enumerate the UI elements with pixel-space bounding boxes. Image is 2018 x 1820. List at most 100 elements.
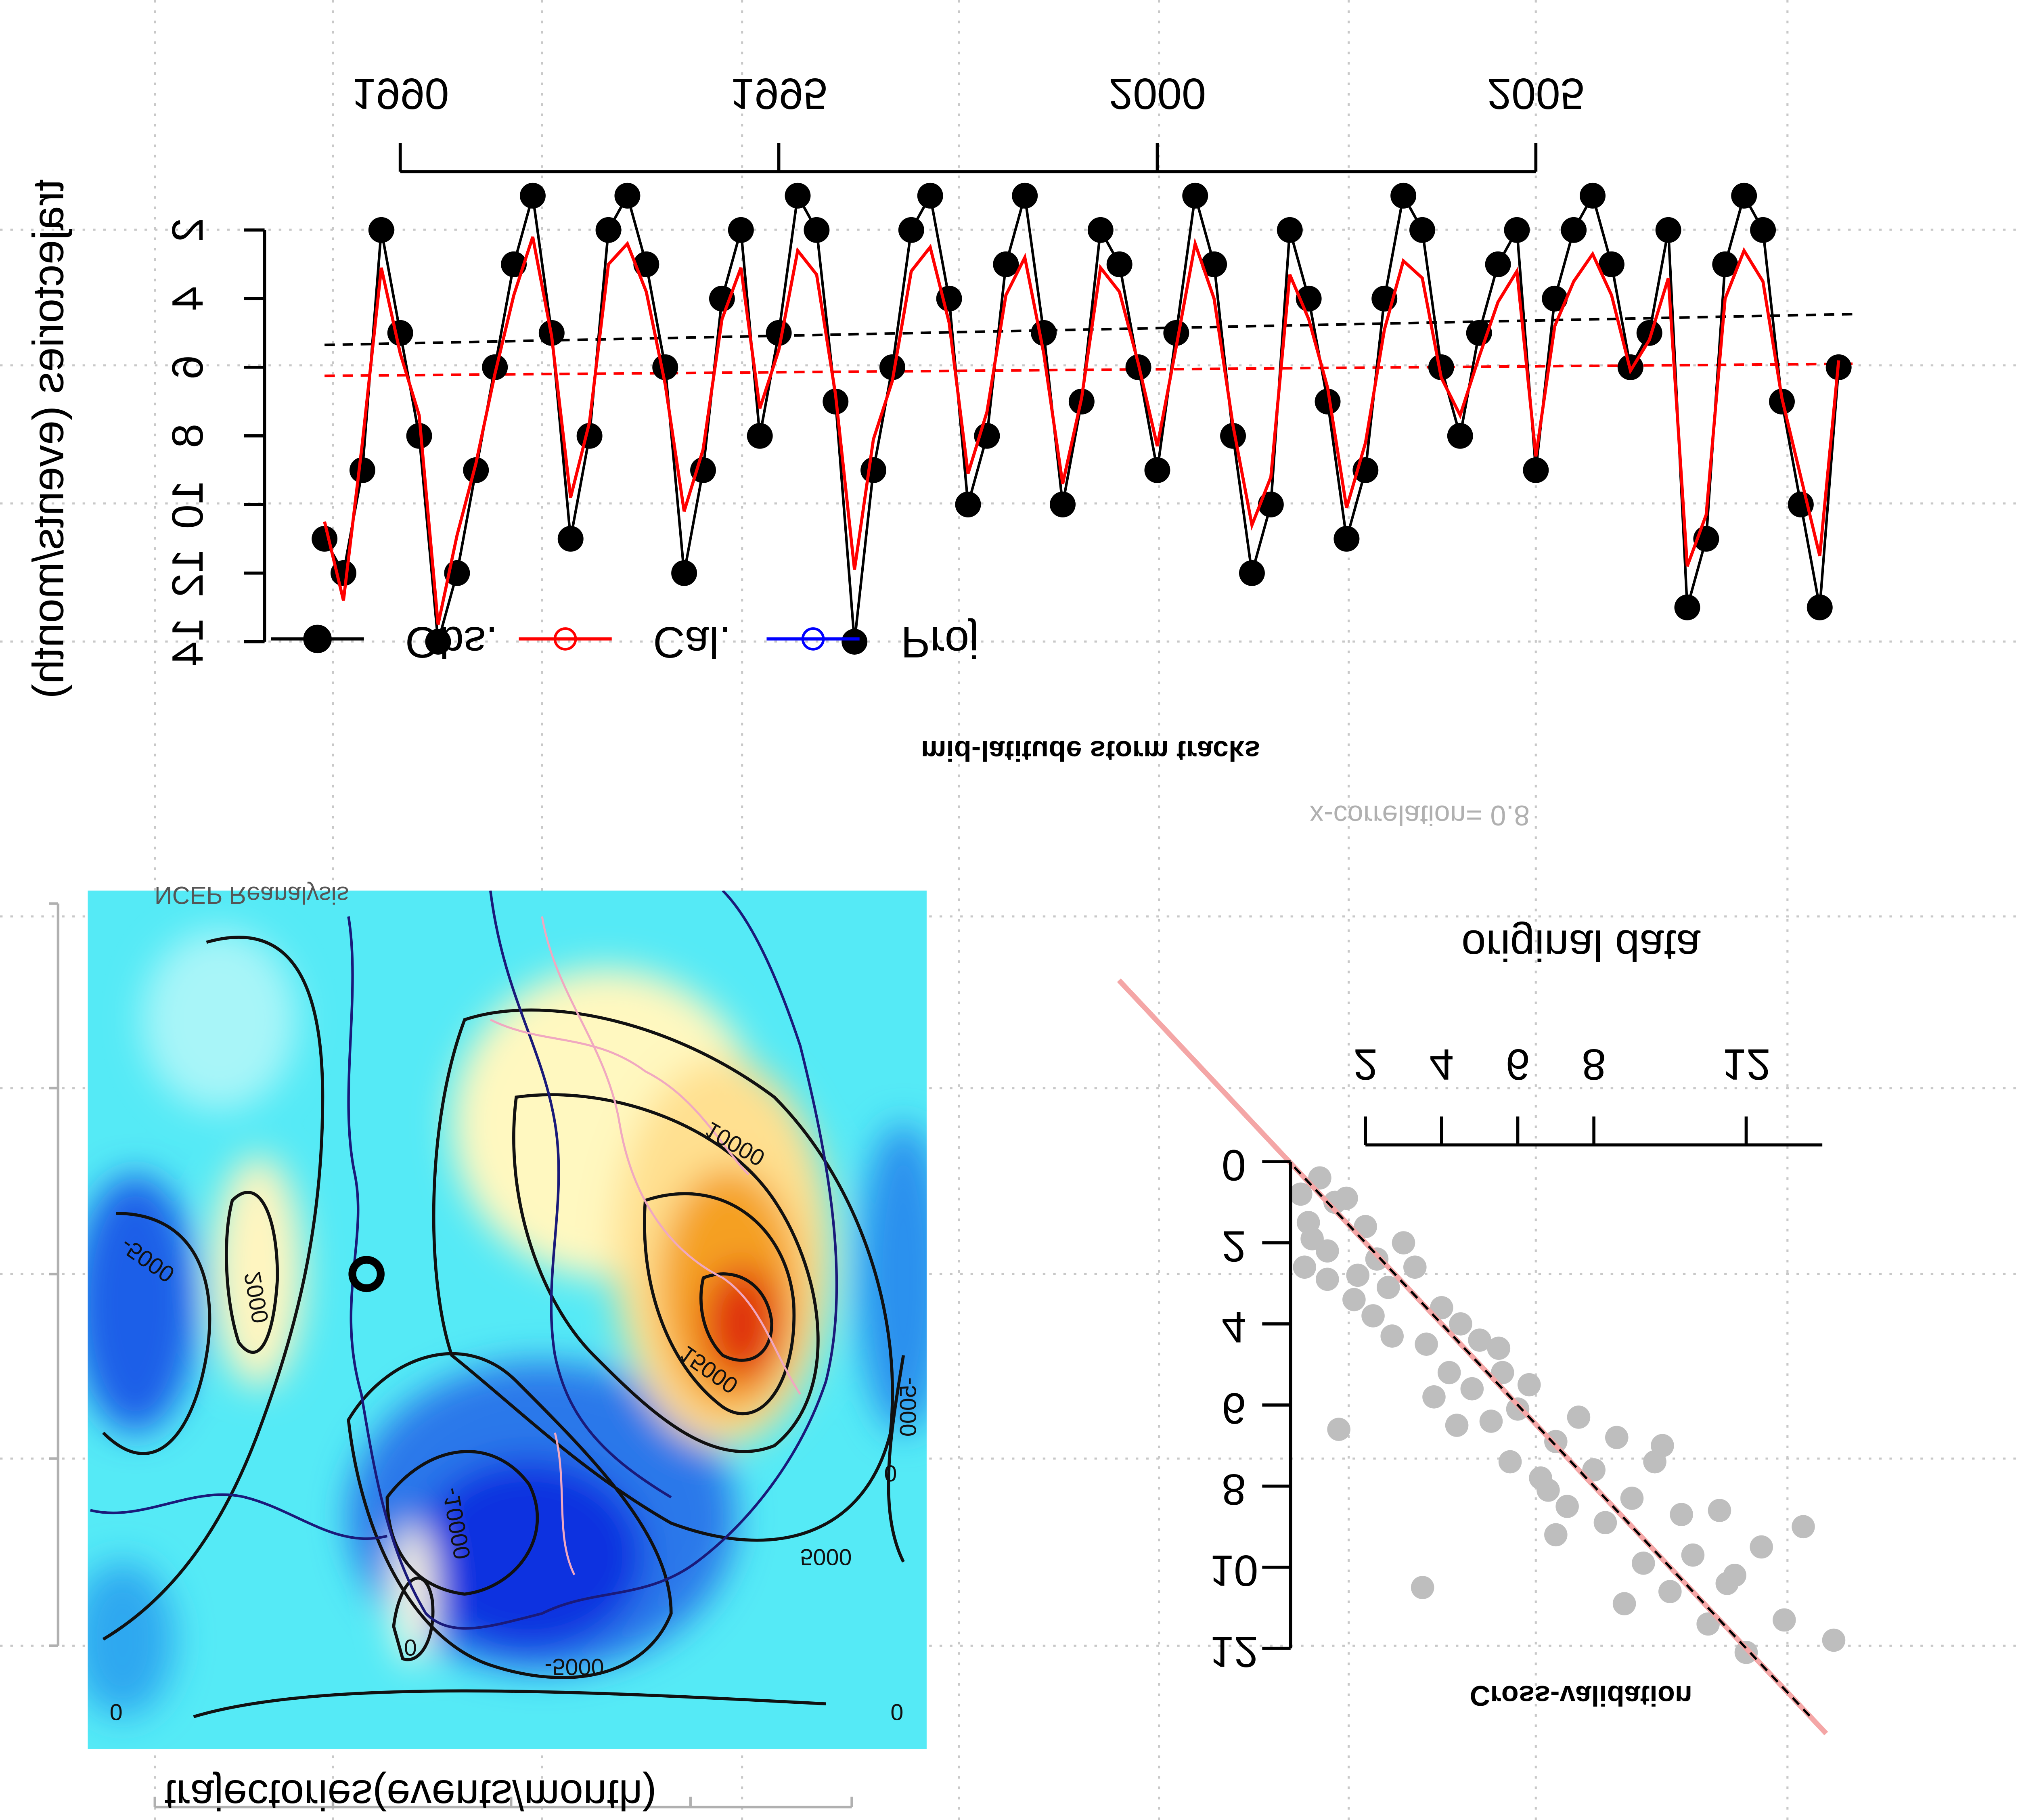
scatter-point [1537, 1479, 1560, 1502]
scatter-point [1327, 1418, 1350, 1441]
map-field [88, 890, 927, 1749]
y-tick-label: 0 [1222, 1140, 1246, 1189]
contour-label: 0 [890, 1699, 903, 1725]
obs-point [1523, 457, 1549, 483]
obs-point [614, 182, 641, 209]
y-tick-label: 2 [1222, 1221, 1246, 1270]
obs-point [1050, 491, 1076, 517]
legend-label: Obs. [405, 618, 498, 666]
obs-point [1031, 320, 1057, 346]
y-tick-label: 14 [163, 617, 212, 666]
contour-label: -5000 [544, 1654, 604, 1680]
obs-point [1447, 423, 1473, 449]
scatter-point [1335, 1186, 1358, 1210]
obs-point [1220, 423, 1246, 449]
scatter-point [1498, 1450, 1522, 1474]
x-tick-label: 4 [1430, 1040, 1454, 1089]
obs-point [1277, 217, 1303, 243]
obs-point [1580, 182, 1606, 209]
scatter-point [1696, 1612, 1720, 1636]
scatter-point [1422, 1385, 1446, 1409]
trend-line [324, 362, 1854, 377]
contour-label: 0 [110, 1699, 123, 1725]
obs-point [463, 457, 489, 483]
scatter-point [1658, 1580, 1682, 1603]
scatter-point [1392, 1231, 1415, 1255]
obs-point [917, 182, 943, 209]
obs-point [1315, 388, 1341, 415]
scatter-point [1342, 1288, 1366, 1311]
scatter-point [1651, 1434, 1674, 1458]
obs-point [368, 217, 394, 243]
contour-label: 0 [404, 1634, 417, 1660]
obs-point [879, 354, 905, 380]
obs-point [1674, 594, 1700, 620]
obs-point [1731, 182, 1757, 209]
obs-point [1390, 182, 1417, 209]
scatter-point [1670, 1503, 1693, 1526]
obs-point [652, 354, 678, 380]
obs-point [993, 251, 1019, 277]
obs-point [766, 320, 792, 346]
scatter-point [1289, 1182, 1313, 1206]
obs-point [690, 457, 716, 483]
obs-point [1504, 217, 1530, 243]
scatter-point [1544, 1523, 1568, 1547]
y-tick-label: 12 [1210, 1627, 1258, 1676]
legend-label: Proj [901, 618, 979, 666]
scatter-point [1308, 1166, 1331, 1190]
obs-point [312, 526, 338, 552]
scatter-point [1750, 1535, 1773, 1559]
obs-point [482, 354, 508, 380]
series-title: mid-latitude storm tracks [921, 735, 1260, 767]
scatter-point [1293, 1255, 1317, 1279]
y-tick-label: 4 [1222, 1303, 1246, 1351]
y-tick-label: 4 [163, 287, 212, 311]
scatter-point [1460, 1377, 1484, 1401]
scatter-point [1487, 1336, 1511, 1360]
scatter-point [1822, 1628, 1846, 1652]
obs-point [406, 423, 432, 449]
x-tick-label: 2005 [1487, 69, 1585, 118]
obs-point [671, 560, 697, 586]
obs-point [1201, 251, 1227, 277]
scatter-point [1361, 1304, 1385, 1328]
station-marker [348, 1256, 385, 1292]
y-axis-label: trajectories (events/month) [24, 179, 73, 699]
legend-marker [303, 624, 332, 653]
obs-point [519, 182, 546, 209]
map-title: trajectories(events/month) [164, 1771, 657, 1819]
series-line [323, 236, 1840, 625]
scatter-point [1632, 1551, 1655, 1575]
obs-point [1012, 182, 1038, 209]
obs-point [1163, 320, 1189, 346]
obs-point [1807, 594, 1833, 620]
y-tick-label: 8 [163, 424, 212, 448]
obs-point [595, 217, 622, 243]
scatter-point [1555, 1495, 1579, 1518]
obs-point [1598, 251, 1624, 277]
scatter-point [1411, 1576, 1434, 1599]
scatter-point [1681, 1543, 1705, 1567]
scatter-point [1593, 1511, 1617, 1535]
obs-point [387, 320, 413, 346]
obs-point [425, 628, 451, 655]
scatter-point [1708, 1499, 1731, 1522]
obs-point [1258, 491, 1284, 517]
scatter-point [1354, 1215, 1377, 1238]
scatter-point [1376, 1275, 1400, 1299]
contour-label: 0 [884, 1460, 897, 1486]
obs-point [804, 217, 830, 243]
contour-label: 5000 [800, 1544, 852, 1570]
x-tick-label: 12 [1722, 1040, 1771, 1089]
obs-point [955, 491, 981, 517]
scatter-point [1445, 1414, 1469, 1437]
contour-label: -5000 [896, 1377, 921, 1437]
obs-point [1409, 217, 1435, 243]
obs-point [842, 628, 868, 655]
x-tick-label: 1995 [730, 69, 828, 118]
obs-point [1712, 251, 1738, 277]
